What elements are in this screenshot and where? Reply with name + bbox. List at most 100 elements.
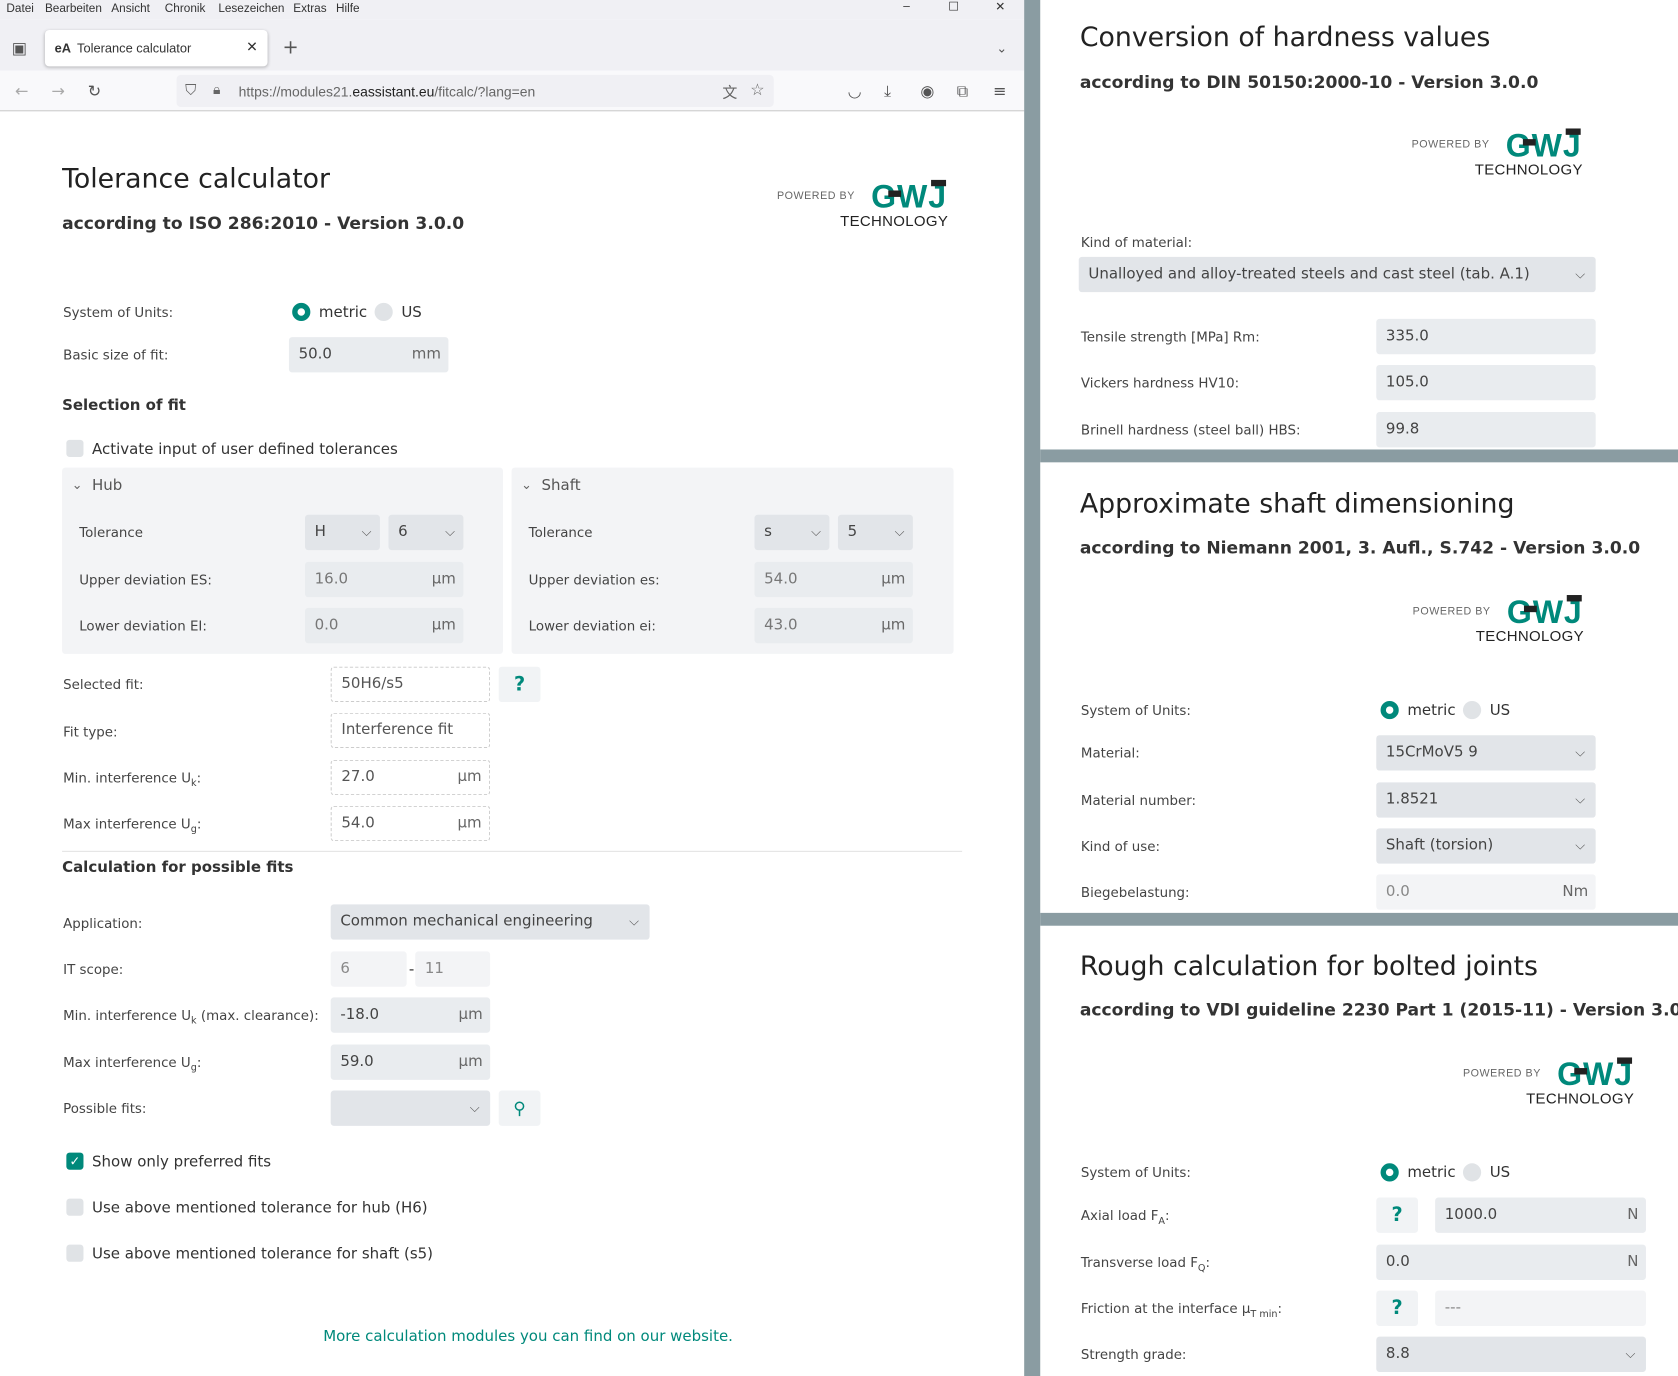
radio-us-label: US — [401, 303, 422, 322]
more-modules-link[interactable]: More calculation modules you can find on… — [323, 1328, 733, 1346]
friction-help-button[interactable]: ? — [1376, 1290, 1419, 1326]
chevron-down-icon: ⌵ — [469, 1100, 480, 1116]
it-to-input[interactable]: 11 — [415, 951, 491, 987]
menu-extras[interactable]: Extras — [293, 2, 327, 15]
possible-fits-select[interactable]: ⌵ — [330, 1090, 491, 1126]
shaft-grade-select[interactable]: 5 ⌵ — [837, 514, 913, 551]
page-title: Tolerance calculator — [62, 162, 331, 194]
bending-input[interactable]: 0.0 Nm — [1376, 874, 1596, 910]
extensions-icon[interactable]: ⧉ — [956, 81, 969, 101]
shaft-title[interactable]: Shaft — [541, 477, 581, 495]
application-select[interactable]: Common mechanical engineering ⌵ — [330, 904, 650, 940]
shaft-upper-value: 54.0 — [764, 570, 798, 588]
friction-input[interactable]: --- — [1435, 1290, 1646, 1326]
translate-icon[interactable]: 文 — [722, 83, 738, 101]
search-button[interactable]: ⚲ — [498, 1090, 541, 1126]
hub-lower-value: 0.0 — [314, 616, 339, 634]
axial-help-button[interactable]: ? — [1376, 1197, 1419, 1233]
shaft-letter-select[interactable]: s ⌵ — [754, 514, 830, 551]
shaft-lower-input[interactable]: 43.0 µm — [754, 607, 913, 644]
strength-grade-select[interactable]: 8.8 ⌵ — [1376, 1336, 1646, 1372]
menu-bar: Datei Bearbeiten Ansicht Chronik Lesezei… — [0, 0, 1025, 20]
radio-us[interactable] — [1462, 700, 1482, 720]
hub-grade-select[interactable]: 6 ⌵ — [388, 514, 464, 551]
close-window-icon[interactable]: ✕ — [995, 1, 1006, 14]
hub-tolerance-label: Tolerance — [79, 524, 143, 541]
radio-us[interactable] — [1462, 1163, 1482, 1182]
transverse-load-input[interactable]: 0.0 N — [1376, 1244, 1646, 1280]
lock-icon[interactable]: 🔒︎ — [212, 81, 221, 98]
account-icon[interactable]: ◉ — [920, 81, 935, 101]
minimize-icon[interactable]: – — [903, 0, 910, 13]
tab-tolerance-calculator[interactable]: eA Tolerance calculator ✕ — [44, 29, 268, 67]
radio-metric[interactable] — [1380, 700, 1399, 720]
shaft-upper-input[interactable]: 54.0 µm — [754, 561, 913, 598]
menu-datei[interactable]: Datei — [6, 2, 34, 15]
shaft-tolerance-checkbox[interactable] — [66, 1244, 84, 1262]
list-all-tabs-icon[interactable]: ⌄ — [996, 40, 1008, 56]
chevron-down-icon[interactable]: ⌄ — [521, 477, 532, 493]
material-select[interactable]: 15CrMoV5 9 ⌵ — [1376, 735, 1596, 771]
hub-tolerance-checkbox[interactable] — [66, 1198, 84, 1216]
user-defined-checkbox[interactable] — [66, 439, 84, 457]
tab-list-icon[interactable]: ▣ — [11, 38, 27, 58]
gwj-logo-mark: GWJ — [1507, 595, 1582, 625]
hub-letter-select[interactable]: H ⌵ — [305, 514, 380, 551]
shaft-dim-subtitle: according to Niemann 2001, 3. Aufl., S.7… — [1079, 537, 1641, 558]
kind-of-use-select[interactable]: Shaft (torsion) ⌵ — [1376, 828, 1596, 864]
calc-max-input[interactable]: 59.0 µm — [330, 1044, 491, 1080]
new-tab-icon[interactable]: + — [282, 36, 299, 59]
pocket-icon[interactable]: ◡ — [847, 81, 862, 101]
hub-upper-input[interactable]: 16.0 µm — [305, 561, 464, 598]
download-icon[interactable]: ⤓ — [883, 81, 892, 101]
radio-metric[interactable] — [292, 302, 311, 322]
tensile-input[interactable]: 335.0 — [1376, 318, 1596, 355]
help-button[interactable]: ? — [498, 666, 541, 703]
radio-metric[interactable] — [1380, 1163, 1399, 1182]
kind-select[interactable]: Unalloyed and alloy-treated steels and c… — [1078, 256, 1596, 293]
url-bar[interactable]: ⛉ 🔒︎ https://modules21.eassistant.eu/fit… — [176, 74, 774, 108]
hub-section: ⌄ Hub Tolerance H ⌵ 6 ⌵ Upper deviation ES… — [62, 467, 503, 654]
reload-icon[interactable]: ↻ — [87, 81, 102, 101]
units-label: System of Units: — [63, 303, 174, 320]
units-label: System of Units: — [1080, 1164, 1191, 1181]
powered-by-text: POWERED BY — [1411, 139, 1490, 151]
question-icon: ? — [1391, 1203, 1403, 1227]
back-icon[interactable]: ← — [14, 81, 29, 101]
chevron-down-icon[interactable]: ⌄ — [71, 477, 83, 493]
axial-load-input[interactable]: 1000.0 N — [1435, 1197, 1646, 1233]
tab-bar: ▣ eA Tolerance calculator ✕ + ⌄ — [0, 19, 1025, 71]
units-label: System of Units: — [1080, 702, 1191, 719]
vickers-input[interactable]: 105.0 — [1376, 364, 1596, 401]
menu-lesezeichen[interactable]: Lesezeichen — [218, 2, 285, 15]
radio-us[interactable] — [374, 302, 393, 322]
panel-divider — [1040, 912, 1678, 926]
calc-min-input[interactable]: -18.0 µm — [330, 997, 491, 1033]
shield-icon[interactable]: ⛉ — [185, 81, 197, 99]
brinell-input[interactable]: 99.8 — [1376, 412, 1596, 448]
menu-bearbeiten[interactable]: Bearbeiten — [44, 2, 102, 15]
url-prefix: https://modules21. — [238, 83, 353, 100]
bending-value: 0.0 — [1385, 882, 1410, 901]
radio-metric-label: metric — [1407, 702, 1456, 720]
maximize-icon[interactable]: ☐ — [948, 1, 959, 14]
close-tab-icon[interactable]: ✕ — [246, 38, 258, 55]
material-label: Material: — [1080, 744, 1140, 761]
menu-hilfe[interactable]: Hilfe — [336, 2, 360, 15]
possible-fits-label: Possible fits: — [63, 1100, 147, 1117]
hub-lower-input[interactable]: 0.0 µm — [305, 607, 464, 644]
it-from-input[interactable]: 6 — [330, 951, 407, 987]
menu-chronik[interactable]: Chronik — [164, 2, 206, 15]
selection-heading: Selection of fit — [62, 397, 186, 415]
material-number-select[interactable]: 1.8521 ⌵ — [1376, 782, 1596, 818]
transverse-load-label: Transverse load FQ: — [1080, 1254, 1211, 1275]
hub-title[interactable]: Hub — [92, 477, 123, 495]
kind-of-use-label: Kind of use: — [1080, 837, 1160, 855]
preferred-fits-checkbox[interactable]: ✓ — [66, 1152, 84, 1170]
friction-label: Friction at the interface µT min: — [1080, 1300, 1283, 1321]
menu-icon[interactable]: ≡ — [993, 81, 1007, 101]
forward-icon[interactable]: → — [51, 81, 65, 101]
basic-size-input[interactable]: 50.0 mm — [288, 337, 449, 373]
menu-ansicht[interactable]: Ansicht — [111, 2, 150, 15]
bookmark-star-icon[interactable]: ☆ — [750, 81, 765, 100]
